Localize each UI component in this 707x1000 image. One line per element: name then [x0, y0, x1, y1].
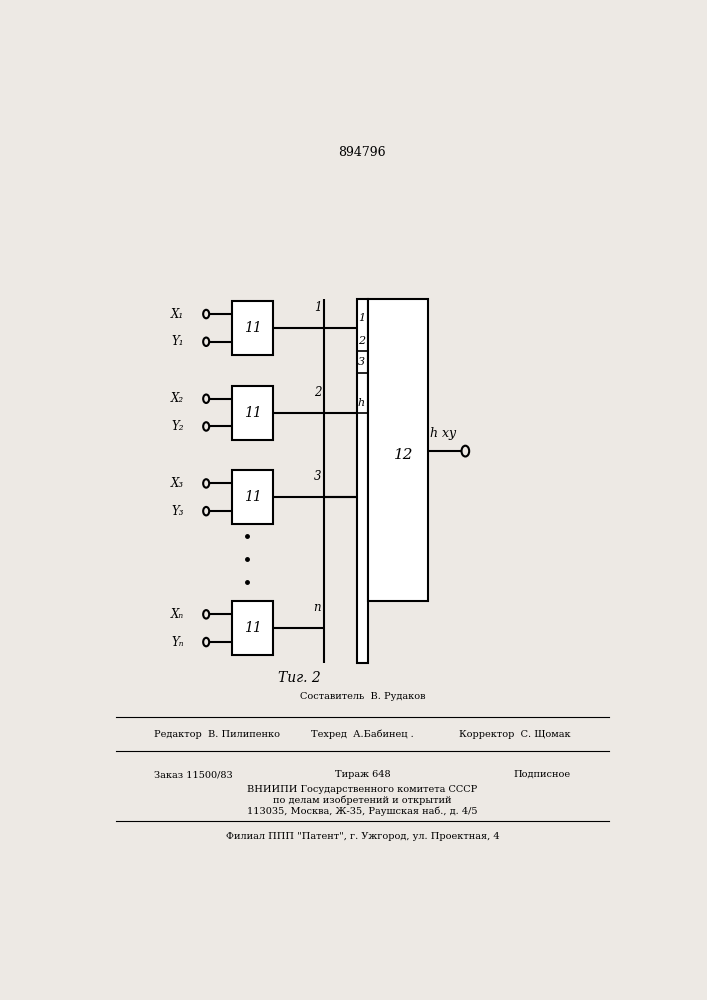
Text: ВНИИПИ Государственного комитета СССР: ВНИИПИ Государственного комитета СССР [247, 785, 477, 794]
Text: X₁: X₁ [171, 308, 185, 321]
Text: Заказ 11500/83: Заказ 11500/83 [154, 770, 233, 779]
Text: Редактор  В. Пилипенко: Редактор В. Пилипенко [154, 730, 280, 739]
Text: Составитель  В. Рудаков: Составитель В. Рудаков [300, 692, 425, 701]
Bar [232, 470, 274, 524]
Text: 894796: 894796 [339, 146, 386, 159]
Text: h xy: h xy [430, 427, 456, 440]
Text: 3: 3 [358, 357, 365, 367]
Text: 1: 1 [358, 313, 365, 323]
Text: 113035, Москва, Ж-35, Раушская наб., д. 4/5: 113035, Москва, Ж-35, Раушская наб., д. … [247, 807, 478, 816]
Text: 11: 11 [244, 490, 262, 504]
Text: Техред  А.Бабинец .: Техред А.Бабинец . [311, 729, 414, 739]
Text: 1: 1 [314, 301, 321, 314]
Bar [232, 386, 274, 440]
Text: Y₂: Y₂ [172, 420, 185, 433]
Text: 11: 11 [244, 621, 262, 635]
Text: 12: 12 [394, 448, 413, 462]
Text: Y₁: Y₁ [172, 335, 185, 348]
Text: 3: 3 [314, 470, 321, 483]
Bar [368, 299, 428, 601]
Text: 11: 11 [244, 321, 262, 335]
Bar [232, 601, 274, 655]
Text: n: n [314, 601, 321, 614]
Text: 11: 11 [244, 406, 262, 420]
Bar [357, 299, 368, 663]
Text: X₂: X₂ [171, 392, 185, 405]
Text: Xₙ: Xₙ [171, 608, 185, 621]
Text: Филиал ППП "Патент", г. Ужгород, ул. Проектная, 4: Филиал ППП "Патент", г. Ужгород, ул. Про… [226, 832, 499, 841]
Text: 2: 2 [358, 336, 365, 346]
Text: Τиг. 2: Τиг. 2 [278, 671, 321, 685]
Bar [232, 301, 274, 355]
Text: Подписное: Подписное [513, 770, 571, 779]
Text: Yₙ: Yₙ [172, 636, 185, 649]
Text: Тираж 648: Тираж 648 [334, 770, 390, 779]
Text: Y₃: Y₃ [172, 505, 185, 518]
Text: h: h [358, 398, 365, 408]
Text: по делам изобретений и открытий: по делам изобретений и открытий [273, 796, 452, 805]
Text: 2: 2 [314, 386, 321, 399]
Text: X₃: X₃ [171, 477, 185, 490]
Text: Корректор  С. Щомак: Корректор С. Щомак [459, 730, 571, 739]
